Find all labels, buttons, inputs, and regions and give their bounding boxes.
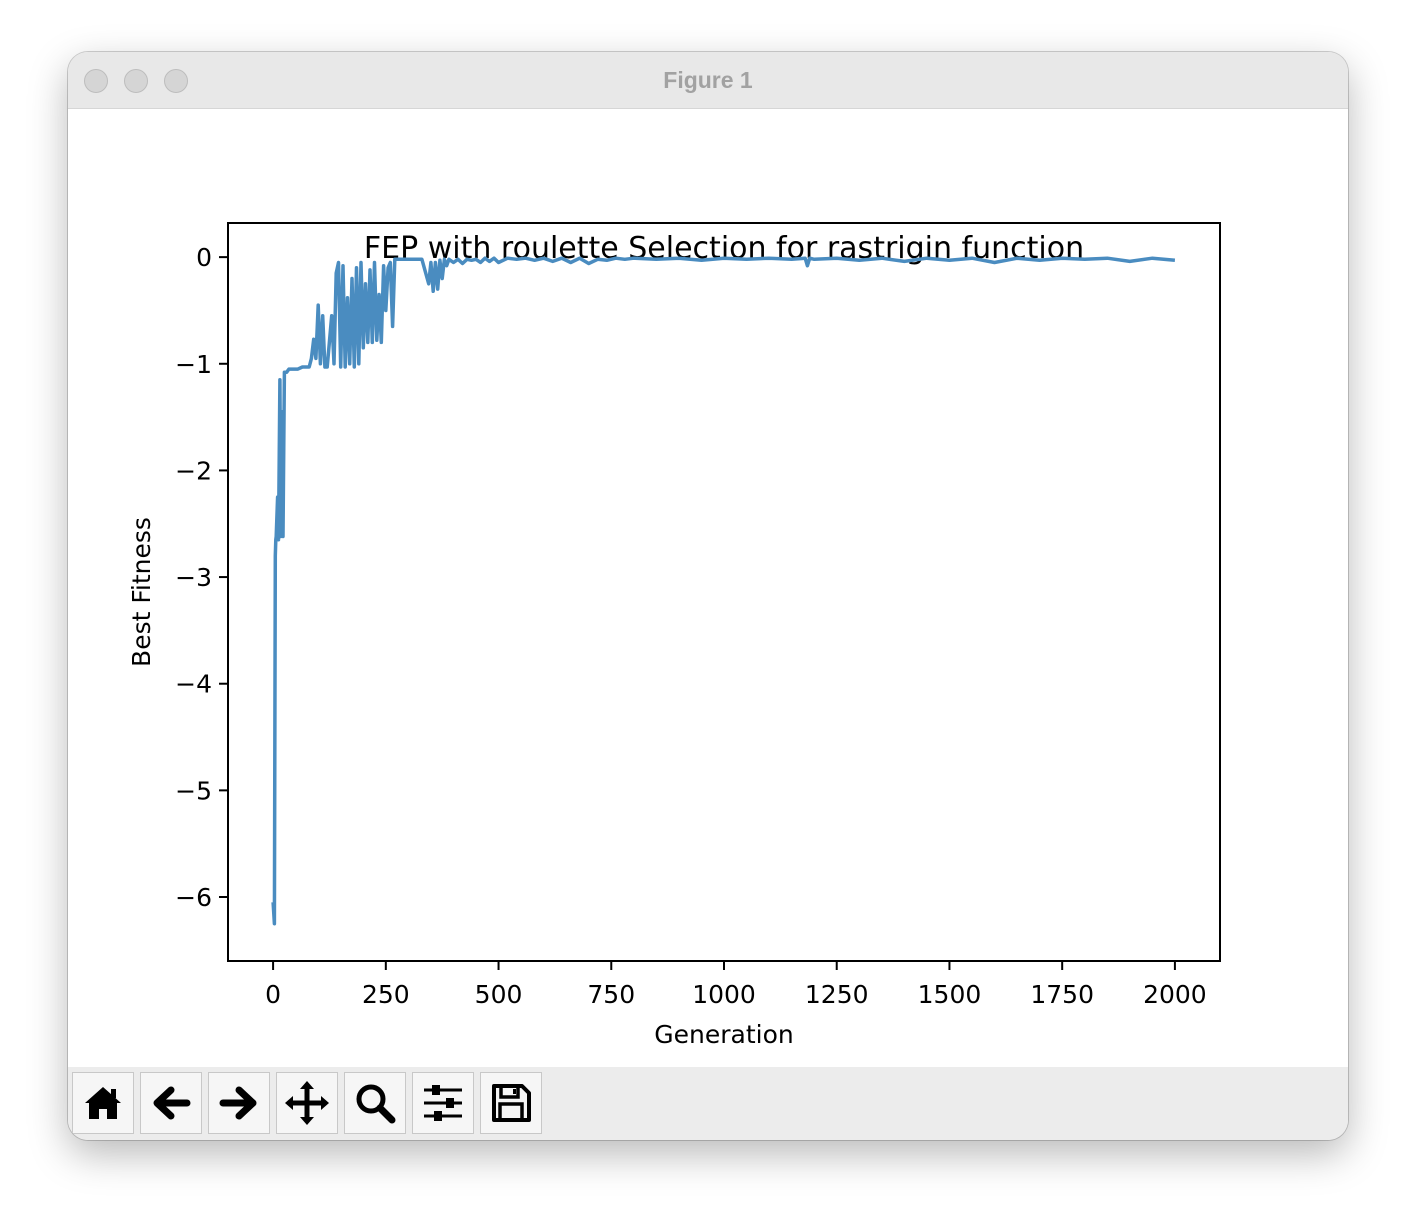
y-tick-label: −6 bbox=[175, 883, 212, 912]
minimize-window-button[interactable] bbox=[124, 69, 148, 93]
line-chart: FEP with roulette Selection for rastrigi… bbox=[127, 222, 1221, 1049]
x-tick-label: 1250 bbox=[805, 980, 869, 1009]
save-icon bbox=[492, 1084, 531, 1122]
zoom-icon bbox=[356, 1084, 396, 1124]
forward-button[interactable] bbox=[208, 1072, 270, 1134]
y-tick-label: 0 bbox=[196, 243, 212, 272]
x-tick-label: 1000 bbox=[692, 980, 756, 1009]
window-title: Figure 1 bbox=[663, 67, 753, 93]
x-axis-label: Generation bbox=[654, 1020, 793, 1049]
y-tick-label: −1 bbox=[175, 350, 212, 379]
x-tick-label: 0 bbox=[265, 980, 281, 1009]
zoom-button[interactable] bbox=[344, 1072, 406, 1134]
y-axis-label: Best Fitness bbox=[127, 517, 156, 667]
pan-button[interactable] bbox=[276, 1072, 338, 1134]
home-button[interactable] bbox=[72, 1072, 134, 1134]
close-window-button[interactable] bbox=[84, 69, 108, 93]
home-icon bbox=[85, 1087, 121, 1119]
move-icon bbox=[285, 1081, 329, 1125]
x-tick-label: 1500 bbox=[918, 980, 982, 1009]
zoom-window-button[interactable] bbox=[164, 69, 188, 93]
configure-subplots-button[interactable] bbox=[412, 1072, 474, 1134]
x-tick-label: 250 bbox=[362, 980, 410, 1009]
navigation-toolbar bbox=[68, 1067, 1348, 1140]
x-tick-label: 500 bbox=[475, 980, 523, 1009]
arrow-right-icon bbox=[219, 1086, 257, 1120]
save-button[interactable] bbox=[480, 1072, 542, 1134]
x-tick-label: 1750 bbox=[1030, 980, 1094, 1009]
y-tick-label: −2 bbox=[175, 456, 212, 485]
plot-layer bbox=[271, 256, 1176, 926]
arrow-left-icon bbox=[153, 1086, 191, 1120]
x-tick-label: 750 bbox=[587, 980, 635, 1009]
figure-window: Figure 1 FEP with roulette Selection for… bbox=[68, 52, 1348, 1140]
y-tick-label: −5 bbox=[175, 776, 212, 805]
y-tick-label: −4 bbox=[175, 670, 212, 699]
title-bar: Figure 1 bbox=[68, 52, 1348, 109]
x-axis: 0 250 500 750 1000 1250 1500 1750 2000 bbox=[265, 961, 1207, 1009]
axes-frame bbox=[227, 222, 1221, 962]
x-tick-label: 2000 bbox=[1143, 980, 1207, 1009]
back-button[interactable] bbox=[140, 1072, 202, 1134]
y-axis: 0 −1 −2 −3 −4 −5 −6 bbox=[175, 243, 228, 912]
y-tick-label: −3 bbox=[175, 563, 212, 592]
figure-canvas: FEP with roulette Selection for rastrigi… bbox=[68, 109, 1348, 1067]
sliders-icon bbox=[424, 1085, 462, 1121]
series-line-0 bbox=[271, 256, 1176, 926]
